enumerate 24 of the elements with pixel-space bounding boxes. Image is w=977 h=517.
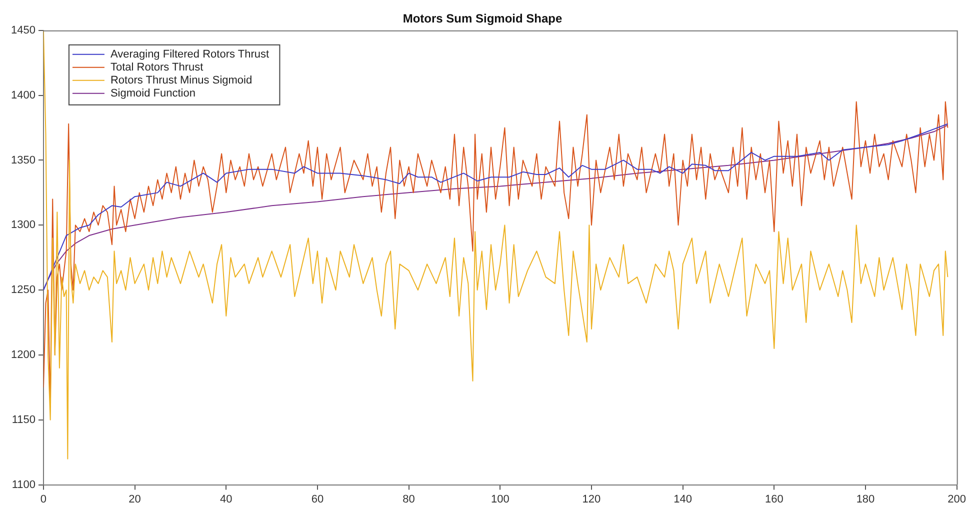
chart-title: Motors Sum Sigmoid Shape (402, 12, 562, 26)
y-tick-label: 1250 (10, 284, 36, 296)
legend-label: Averaging Filtered Rotors Thrust (110, 48, 270, 60)
legend-label: Total Rotors Thrust (110, 61, 204, 74)
x-tick-label: 40 (220, 493, 232, 506)
x-tick-label: 120 (582, 493, 601, 506)
x-tick-label: 20 (128, 493, 141, 506)
y-tick-label: 1200 (10, 349, 36, 362)
y-tick-label: 1450 (10, 24, 36, 36)
y-tick-label: 1300 (10, 219, 36, 232)
y-tick-label: 1100 (12, 478, 36, 491)
y-tick-label: 1350 (10, 154, 36, 166)
y-tick-label: 1400 (10, 89, 36, 102)
legend-label: Rotors Thrust Minus Sigmoid (110, 74, 252, 86)
x-tick-label: 80 (402, 493, 415, 506)
x-tick-label: 200 (948, 493, 966, 506)
x-tick-label: 160 (764, 493, 784, 506)
x-tick-label: 180 (856, 493, 875, 506)
x-tick-label: 100 (490, 493, 510, 506)
x-tick-label: 60 (311, 493, 324, 506)
legend-label: Sigmoid Function (110, 87, 196, 100)
x-tick-label: 0 (40, 493, 47, 506)
y-tick-label: 1150 (12, 414, 36, 426)
x-tick-label: 140 (674, 493, 692, 506)
